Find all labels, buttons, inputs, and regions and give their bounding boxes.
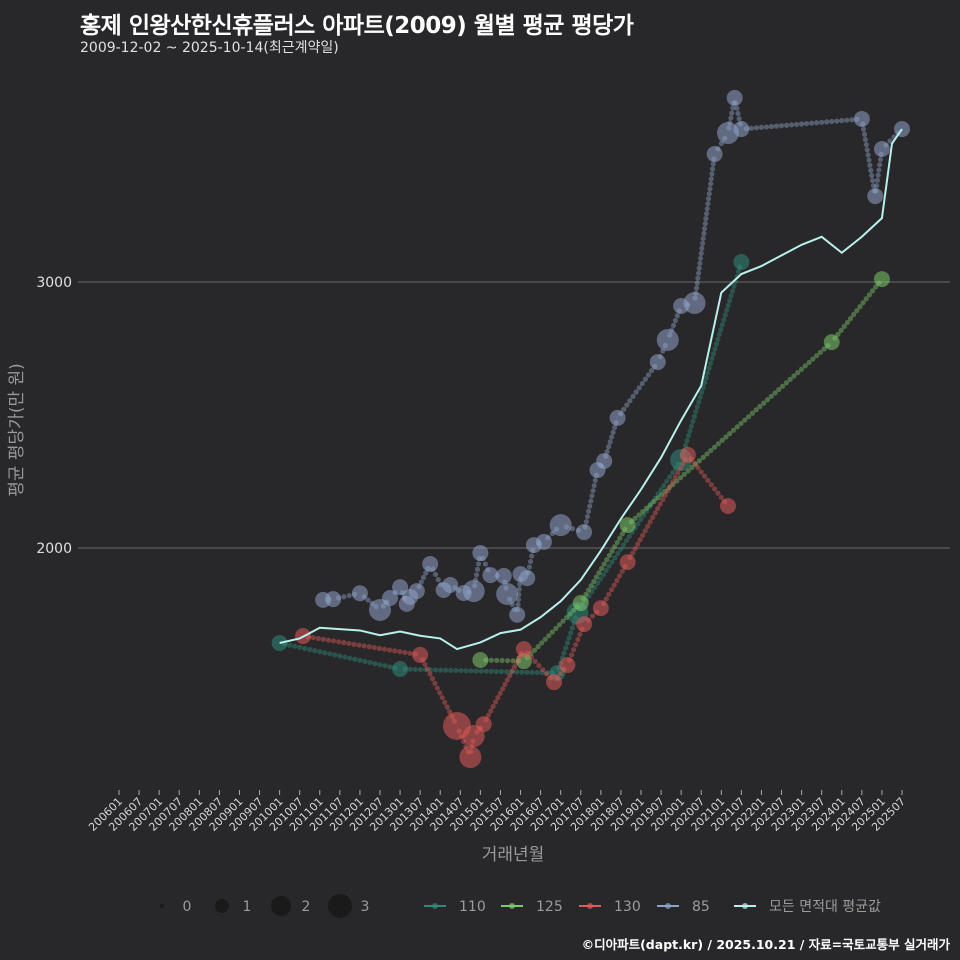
legend: 0 1 2 3 110 125 130 85 모든 면적대 평균값 [160,894,881,918]
data-point [515,641,532,658]
data-point [733,254,750,271]
data-point [351,585,368,602]
data-point [325,591,342,608]
legend-size-label: 0 [183,899,192,915]
data-point [656,328,679,351]
data-point [683,292,706,315]
series-125 [472,271,890,670]
legend-size-label: 3 [361,899,370,915]
data-point [482,567,499,584]
x-axis-ticks: 2006012006072007012007072008012008072009… [86,790,908,834]
data-point [408,583,425,600]
legend-size-marker [271,896,291,916]
chart-title: 홍제 인왕산한신휴플러스 아파트(2009) 월별 평균 평당가 [80,13,634,39]
data-point [515,653,532,670]
series-85 [315,89,910,623]
data-point [462,580,485,603]
data-point [853,110,870,127]
legend-color-label: 125 [536,899,563,915]
data-point [706,146,723,163]
legend-size-marker [160,904,164,908]
data-point [572,595,589,612]
data-point [873,271,890,288]
data-point [619,517,636,534]
data-point [392,661,409,678]
legend-color-label: 모든 면적대 평균값 [769,899,881,915]
data-point [649,354,666,371]
data-point [559,657,576,674]
data-point [619,554,636,571]
data-point [472,651,489,668]
data-point [535,533,552,550]
legend-color-label: 85 [692,899,710,915]
data-point [496,583,519,606]
data-point [509,606,526,623]
data-point [576,616,593,633]
data-point [412,646,429,663]
data-point [733,121,750,138]
data-point [867,188,884,205]
data-point [720,497,736,514]
series-모든 면적대 평균값 [279,128,903,651]
y-tick-label: 3000 [36,275,72,291]
legend-color-label: 110 [459,899,486,915]
data-point [442,576,459,593]
y-axis-title: 평균 평당가(만 원) [7,363,27,497]
data-point [495,567,512,584]
data-point [382,590,399,607]
data-point [609,409,626,426]
data-point [392,579,409,596]
credit-footer: ©디아파트(dapt.kr) / 2025.10.21 / 자료=국토교통부 실… [581,937,950,952]
data-point [422,555,439,572]
y-tick-label: 2000 [36,541,72,557]
data-point [519,570,536,587]
x-axis-title: 거래년월 [482,845,545,865]
data-point [546,674,562,691]
legend-size-label: 1 [243,899,252,915]
chart-subtitle: 2009-12-02 ~ 2025-10-14(최근계약일) [80,40,339,56]
legend-size-marker [215,899,229,913]
data-point [726,89,743,106]
data-point [717,122,739,145]
y-axis-ticks: 2000 3000 [36,275,72,557]
data-point [475,716,492,733]
legend-size-label: 2 [302,899,311,915]
legend-color-label: 130 [614,899,641,915]
data-point [472,545,489,562]
data-point [549,514,572,537]
gridlines [78,281,950,549]
data-point [873,141,890,157]
data-point [576,524,593,541]
data-series [271,89,910,769]
data-point [596,453,613,470]
legend-size-marker [328,894,352,918]
data-point [459,746,482,769]
data-point [823,334,840,351]
data-point [679,446,696,463]
series-130 [295,446,736,769]
data-point [592,600,609,617]
